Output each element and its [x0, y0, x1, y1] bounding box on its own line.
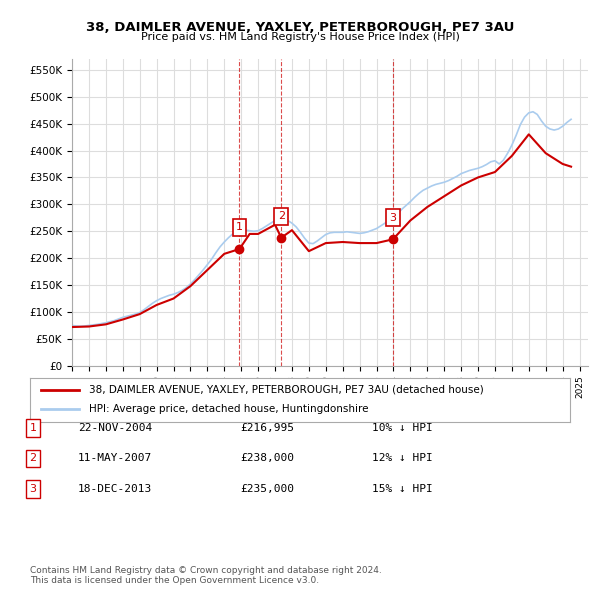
Text: 38, DAIMLER AVENUE, YAXLEY, PETERBOROUGH, PE7 3AU (detached house): 38, DAIMLER AVENUE, YAXLEY, PETERBOROUGH… — [89, 385, 484, 395]
Text: 1: 1 — [236, 222, 243, 232]
Text: £216,995: £216,995 — [240, 423, 294, 432]
Text: HPI: Average price, detached house, Huntingdonshire: HPI: Average price, detached house, Hunt… — [89, 405, 369, 414]
Text: 1: 1 — [29, 423, 37, 432]
Text: 15% ↓ HPI: 15% ↓ HPI — [372, 484, 433, 494]
Text: 22-NOV-2004: 22-NOV-2004 — [78, 423, 152, 432]
Text: 10% ↓ HPI: 10% ↓ HPI — [372, 423, 433, 432]
Text: Price paid vs. HM Land Registry's House Price Index (HPI): Price paid vs. HM Land Registry's House … — [140, 32, 460, 42]
Text: 38, DAIMLER AVENUE, YAXLEY, PETERBOROUGH, PE7 3AU: 38, DAIMLER AVENUE, YAXLEY, PETERBOROUGH… — [86, 21, 514, 34]
Text: 11-MAY-2007: 11-MAY-2007 — [78, 454, 152, 463]
Text: 2: 2 — [278, 211, 285, 221]
Text: Contains HM Land Registry data © Crown copyright and database right 2024.
This d: Contains HM Land Registry data © Crown c… — [30, 566, 382, 585]
Text: 12% ↓ HPI: 12% ↓ HPI — [372, 454, 433, 463]
Text: 3: 3 — [29, 484, 37, 494]
Text: 2: 2 — [29, 454, 37, 463]
Text: £238,000: £238,000 — [240, 454, 294, 463]
Text: 3: 3 — [389, 213, 397, 223]
Text: 18-DEC-2013: 18-DEC-2013 — [78, 484, 152, 494]
Text: £235,000: £235,000 — [240, 484, 294, 494]
